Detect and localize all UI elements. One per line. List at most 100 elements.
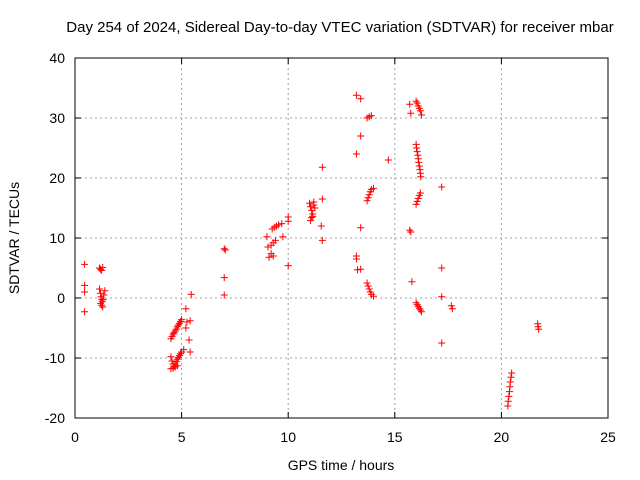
y-axis-label: SDTVAR / TECUs — [6, 182, 22, 294]
x-tick-labels: 0 5 10 15 20 25 — [71, 429, 616, 445]
data-point — [185, 336, 193, 344]
data-point — [413, 197, 421, 205]
data-point — [175, 319, 183, 327]
data-point — [310, 198, 318, 206]
x-tick-label: 20 — [494, 429, 510, 445]
data-point — [416, 189, 424, 197]
data-point — [168, 357, 176, 365]
data-point — [318, 236, 326, 244]
data-point — [265, 253, 273, 261]
data-point — [308, 214, 316, 222]
data-point — [364, 282, 372, 290]
data-point — [263, 233, 271, 241]
x-tick-label: 0 — [71, 429, 79, 445]
y-tick-label: 30 — [49, 110, 65, 126]
data-point — [367, 112, 375, 120]
data-point — [318, 163, 326, 171]
data-point — [220, 291, 228, 299]
data-point — [365, 285, 373, 293]
data-point — [417, 173, 425, 181]
data-point — [438, 339, 446, 347]
data-point — [81, 260, 89, 268]
data-point — [415, 158, 423, 166]
data-point — [508, 369, 516, 377]
data-point — [417, 111, 425, 119]
y-tick-label: -10 — [45, 350, 65, 366]
data-point — [363, 197, 371, 205]
data-point — [173, 362, 181, 370]
data-point — [173, 355, 181, 363]
data-point — [413, 148, 421, 156]
data-point — [284, 262, 292, 270]
data-point — [413, 301, 421, 309]
data-point — [365, 191, 373, 199]
x-tick-label: 5 — [178, 429, 186, 445]
data-point — [507, 373, 515, 381]
data-point — [357, 265, 365, 273]
x-tick-label: 15 — [387, 429, 403, 445]
data-point — [284, 217, 292, 225]
data-point — [407, 228, 415, 236]
data-point — [220, 274, 228, 282]
data-point — [364, 194, 372, 202]
data-point — [271, 236, 279, 244]
data-point — [357, 95, 365, 103]
data-point — [438, 293, 446, 301]
data-point — [269, 252, 277, 260]
data-point — [438, 183, 446, 191]
axis-ticks — [74, 57, 609, 419]
data-point — [221, 246, 229, 254]
x-tick-label: 10 — [280, 429, 296, 445]
data-point — [535, 325, 543, 333]
data-point — [98, 266, 106, 274]
y-tick-label: 40 — [49, 50, 65, 66]
data-point — [447, 302, 455, 310]
y-tick-labels: -20 -10 0 10 20 30 40 — [45, 50, 65, 426]
data-point — [448, 305, 456, 313]
data-point — [408, 278, 416, 286]
data-point — [99, 296, 107, 304]
data-point — [352, 255, 360, 263]
data-point — [406, 100, 414, 108]
data-point — [167, 353, 175, 361]
data-point — [406, 226, 414, 234]
data-point — [178, 316, 186, 324]
data-point — [357, 132, 365, 140]
data-point — [413, 144, 421, 152]
data-point — [170, 329, 178, 337]
data-point — [100, 291, 108, 299]
data-point — [279, 233, 287, 241]
y-tick-label: 20 — [49, 170, 65, 186]
data-point — [186, 317, 194, 325]
data-point — [183, 318, 191, 326]
data-point — [101, 287, 109, 295]
data-point — [98, 301, 106, 309]
data-point — [417, 308, 425, 316]
data-points — [81, 91, 543, 410]
data-point — [180, 346, 188, 354]
data-point — [81, 281, 89, 289]
data-point — [413, 99, 421, 107]
x-axis-label: GPS time / hours — [288, 457, 395, 473]
data-point — [412, 299, 420, 307]
data-point — [173, 323, 181, 331]
data-point — [306, 199, 314, 207]
data-point — [182, 305, 190, 313]
data-point — [318, 195, 326, 203]
data-point — [177, 350, 185, 358]
data-point — [187, 290, 195, 298]
data-point — [415, 162, 423, 170]
data-point — [317, 222, 325, 230]
data-point — [369, 292, 377, 300]
data-point — [171, 327, 179, 335]
data-point — [177, 317, 185, 325]
data-point — [412, 97, 420, 105]
chart-title: Day 254 of 2024, Sidereal Day-to-day VTE… — [66, 19, 613, 36]
data-point — [278, 220, 286, 228]
data-point — [353, 266, 361, 274]
data-point — [264, 243, 272, 251]
data-point — [352, 150, 360, 158]
data-point — [174, 353, 182, 361]
data-point — [307, 217, 315, 225]
